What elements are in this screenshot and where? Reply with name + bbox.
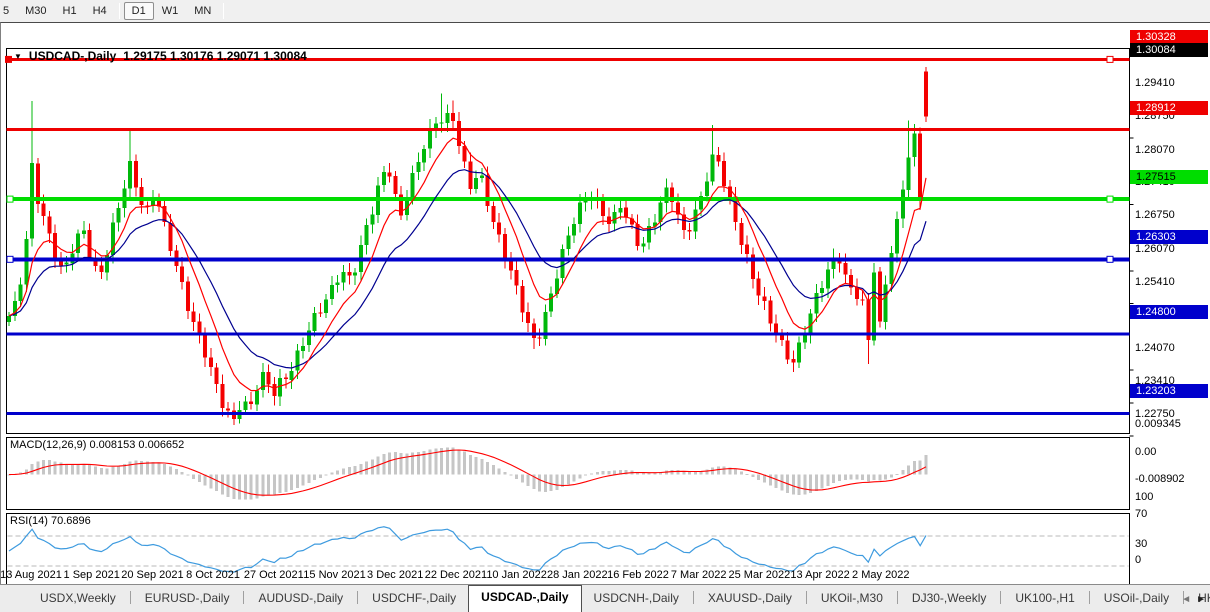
tab-separator bbox=[1088, 591, 1090, 604]
price-badge: 1.23203 bbox=[1130, 384, 1208, 399]
price-badge: 1.27515 bbox=[1130, 170, 1208, 185]
date-label: 10 Jan 2022 bbox=[486, 569, 547, 581]
timeframe-toolbar: 5 M30 H1 H4 D1 W1 MN bbox=[0, 0, 1210, 22]
ma-slow-line bbox=[8, 169, 927, 369]
chevron-down-icon[interactable]: ▼ bbox=[14, 52, 22, 61]
rsi-axis-label: 70 bbox=[1135, 508, 1148, 520]
chart-window[interactable]: ▼ USDCAD-,Daily 1.29175 1.30176 1.29071 … bbox=[0, 22, 1210, 592]
timeframe-button-w1[interactable]: W1 bbox=[161, 5, 179, 17]
rsi-axis-label: 100 bbox=[1135, 491, 1154, 503]
price-badge-current: 1.30084 bbox=[1130, 42, 1208, 57]
candles-group bbox=[7, 66, 928, 425]
tab-uk100-h1[interactable]: UK100-,H1 bbox=[1015, 591, 1075, 605]
macd-axis-label: 0.009345 bbox=[1135, 418, 1181, 430]
date-label: 25 Mar 2022 bbox=[728, 569, 791, 581]
date-label: 3 Dec 2021 bbox=[367, 569, 424, 581]
price-tick-label: 1.24070 bbox=[1135, 342, 1175, 355]
date-ticks bbox=[30, 104, 1134, 592]
line-handle[interactable] bbox=[1106, 195, 1114, 203]
tab-usdcnh-daily[interactable]: USDCNH-,Daily bbox=[593, 591, 679, 605]
tab-separator bbox=[1183, 591, 1185, 604]
tab-usdchf-daily[interactable]: USDCHF-,Daily bbox=[372, 591, 457, 605]
tab-separator bbox=[243, 591, 245, 604]
price-tick-label: 1.22750 bbox=[1135, 407, 1175, 420]
tab-scroll-arrows: ◄ ► bbox=[1181, 594, 1206, 605]
tab-audusd-daily[interactable]: AUDUSD-,Daily bbox=[258, 591, 344, 605]
toolbar-separator bbox=[118, 3, 120, 19]
macd-panel-border bbox=[6, 437, 1130, 510]
date-label: 13 Apr 2022 bbox=[790, 569, 850, 581]
tab-usdx-weekly[interactable]: USDX,Weekly bbox=[40, 591, 116, 605]
timeframe-button-d1[interactable]: D1 bbox=[123, 2, 154, 20]
date-label: 13 Aug 2021 bbox=[0, 569, 62, 581]
tab-separator bbox=[1000, 591, 1002, 604]
line-handle[interactable] bbox=[5, 55, 12, 63]
tab-usoil-daily[interactable]: USOil-,Daily bbox=[1103, 591, 1170, 605]
date-label: 15 Nov 2021 bbox=[303, 569, 366, 581]
macd-label: MACD(12,26,9) 0.008153 0.006652 bbox=[10, 439, 185, 451]
timeframe-button-h1[interactable]: H1 bbox=[62, 5, 77, 17]
price-tick-label: 1.26750 bbox=[1135, 209, 1175, 222]
chart-title-row: ▼ USDCAD-,Daily 1.29175 1.30176 1.29071 … bbox=[14, 49, 307, 63]
line-handle[interactable] bbox=[6, 255, 14, 263]
date-label: 28 Jan 2022 bbox=[547, 569, 608, 581]
tab-dj30-weekly[interactable]: DJ30-,Weekly bbox=[911, 591, 987, 605]
macd-axis-label: -0.008902 bbox=[1135, 473, 1185, 485]
date-label: 22 Dec 2021 bbox=[424, 569, 488, 581]
rsi-label: RSI(14) 70.6896 bbox=[10, 515, 91, 527]
date-label: 16 Feb 2022 bbox=[607, 569, 669, 581]
macd-axis-label: 0.00 bbox=[1135, 446, 1157, 458]
price-badge: 1.26303 bbox=[1130, 230, 1208, 245]
tab-separator bbox=[896, 591, 898, 604]
date-label: 2 May 2022 bbox=[852, 569, 910, 581]
tab-scroll-right-icon[interactable]: ► bbox=[1196, 594, 1206, 605]
tab-usdcad-daily[interactable]: USDCAD-,Daily bbox=[468, 585, 582, 612]
price-tick-label: 1.29410 bbox=[1135, 77, 1175, 89]
macd-histogram bbox=[7, 447, 928, 500]
tab-scroll-left-icon[interactable]: ◄ bbox=[1181, 594, 1192, 605]
date-label: 27 Oct 2021 bbox=[243, 569, 304, 581]
timeframe-button-5[interactable]: 5 bbox=[3, 5, 10, 17]
tab-separator bbox=[805, 591, 807, 604]
rsi-axis-label: 30 bbox=[1135, 538, 1148, 550]
rsi-line bbox=[8, 526, 927, 573]
tab-xauusd-daily[interactable]: XAUUSD-,Daily bbox=[707, 591, 792, 605]
price-tick-label: 1.25410 bbox=[1135, 275, 1175, 288]
rsi-axis-label: 0 bbox=[1135, 554, 1142, 566]
price-tick-label: 1.28070 bbox=[1135, 143, 1175, 156]
tab-hk50-h[interactable]: HK50-,H bbox=[1198, 591, 1210, 605]
tab-separator bbox=[692, 591, 694, 604]
date-label: 7 Mar 2022 bbox=[670, 569, 727, 581]
tab-separator bbox=[357, 591, 359, 604]
price-panel-border bbox=[6, 48, 1130, 434]
line-handle[interactable] bbox=[1106, 55, 1114, 63]
toolbar-separator bbox=[223, 3, 225, 19]
date-label: 1 Sep 2021 bbox=[63, 569, 120, 581]
tab-separator bbox=[129, 591, 131, 604]
date-label: 20 Sep 2021 bbox=[121, 569, 184, 581]
price-tick-label: 1.26070 bbox=[1135, 242, 1175, 255]
line-handle[interactable] bbox=[6, 195, 14, 203]
timeframe-button-mn[interactable]: MN bbox=[194, 5, 212, 17]
macd-signal-line bbox=[8, 449, 927, 496]
ohlc-values: 1.29175 1.30176 1.29071 1.30084 bbox=[123, 49, 307, 63]
ma-fast-line bbox=[8, 137, 927, 392]
tab-ukoil-m30[interactable]: UKOil-,M30 bbox=[820, 591, 883, 605]
price-chart-canvas[interactable] bbox=[1, 23, 1210, 612]
price-badge: 1.30328 bbox=[1130, 30, 1208, 45]
line-handle[interactable] bbox=[1106, 255, 1114, 263]
chart-symbol-title: USDCAD-,Daily bbox=[28, 49, 117, 63]
price-badge: 1.24800 bbox=[1130, 304, 1208, 319]
timeframe-button-h4[interactable]: H4 bbox=[92, 5, 107, 17]
timeframe-button-m30[interactable]: M30 bbox=[25, 5, 47, 17]
symbol-tab-bar: USDX,Weekly EURUSD-,Daily AUDUSD-,Daily USD… bbox=[0, 584, 1210, 612]
price-badge: 1.28912 bbox=[1130, 100, 1208, 115]
date-label: 8 Oct 2021 bbox=[186, 569, 241, 581]
price-tick-label: 1.23410 bbox=[1135, 375, 1175, 387]
tab-eurusd-daily[interactable]: EURUSD-,Daily bbox=[144, 591, 230, 605]
